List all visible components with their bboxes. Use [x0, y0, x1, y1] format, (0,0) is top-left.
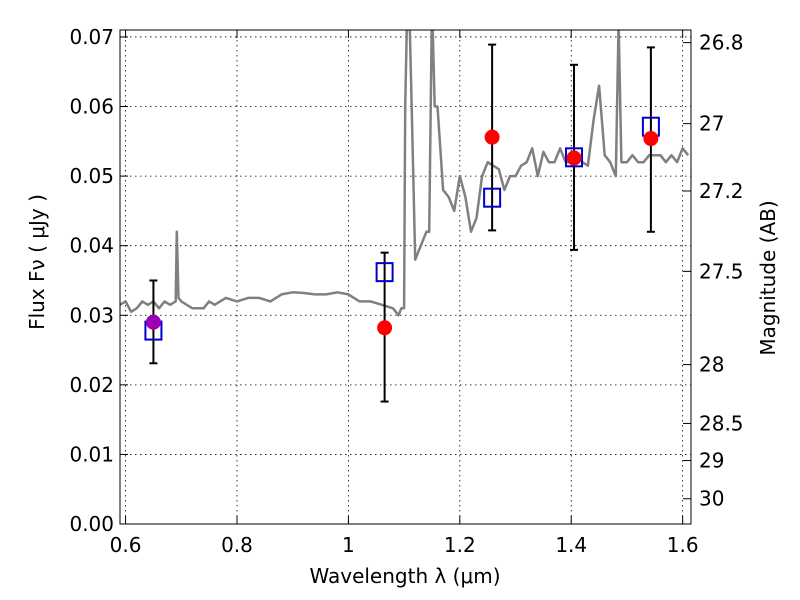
y-axis-label-left: Flux Fν ( μJy ) [25, 194, 49, 330]
observed-point [377, 320, 393, 336]
axes-frame [119, 29, 692, 525]
y-tick-label: 0.06 [69, 95, 114, 119]
y-tick-label: 0.04 [69, 234, 114, 258]
y-tick-label: 0.07 [69, 25, 114, 49]
y-tick-label: 0.03 [69, 303, 114, 327]
right-tick-label: 26.8 [699, 31, 744, 55]
x-tick-label: 1.2 [444, 533, 476, 557]
right-tick-label: 28.5 [699, 411, 744, 435]
right-tick-label: 28 [699, 353, 724, 377]
plot-area [120, 30, 690, 403]
right-tick-label: 27 [699, 112, 724, 136]
observed-point [643, 131, 659, 147]
right-tick-label: 29 [699, 449, 724, 473]
y-tick-label: 0.05 [69, 164, 114, 188]
y-tick-label: 0.01 [69, 442, 114, 466]
right-tick-label: 27.2 [699, 179, 744, 203]
model-square-marker [565, 147, 584, 168]
axis-ticks: 0.6 0.8 1 1.2 1.4 1.6 0.00 0.01 0.02 0.03 0.04 0.05… [69, 25, 743, 557]
model-square-marker [375, 262, 394, 283]
observed-point [566, 150, 582, 166]
observed-point [145, 314, 161, 330]
x-tick-label: 1.4 [555, 533, 587, 557]
right-tick-label: 30 [699, 487, 724, 511]
x-tick-label: 1 [342, 533, 355, 557]
y-tick-label: 0.02 [69, 373, 114, 397]
model-square-marker [483, 187, 502, 208]
x-tick-label: 0.8 [221, 533, 253, 557]
y-axis-label-right: Magnitude (AB) [756, 200, 780, 355]
y-tick-label: 0.00 [69, 512, 114, 536]
observed-point [484, 129, 500, 145]
x-axis-label: Wavelength λ (μm) [309, 564, 500, 588]
x-tick-label: 0.6 [110, 533, 142, 557]
right-tick-label: 27.5 [699, 259, 744, 283]
spectrum-line [120, 30, 690, 317]
x-tick-label: 1.6 [667, 533, 699, 557]
